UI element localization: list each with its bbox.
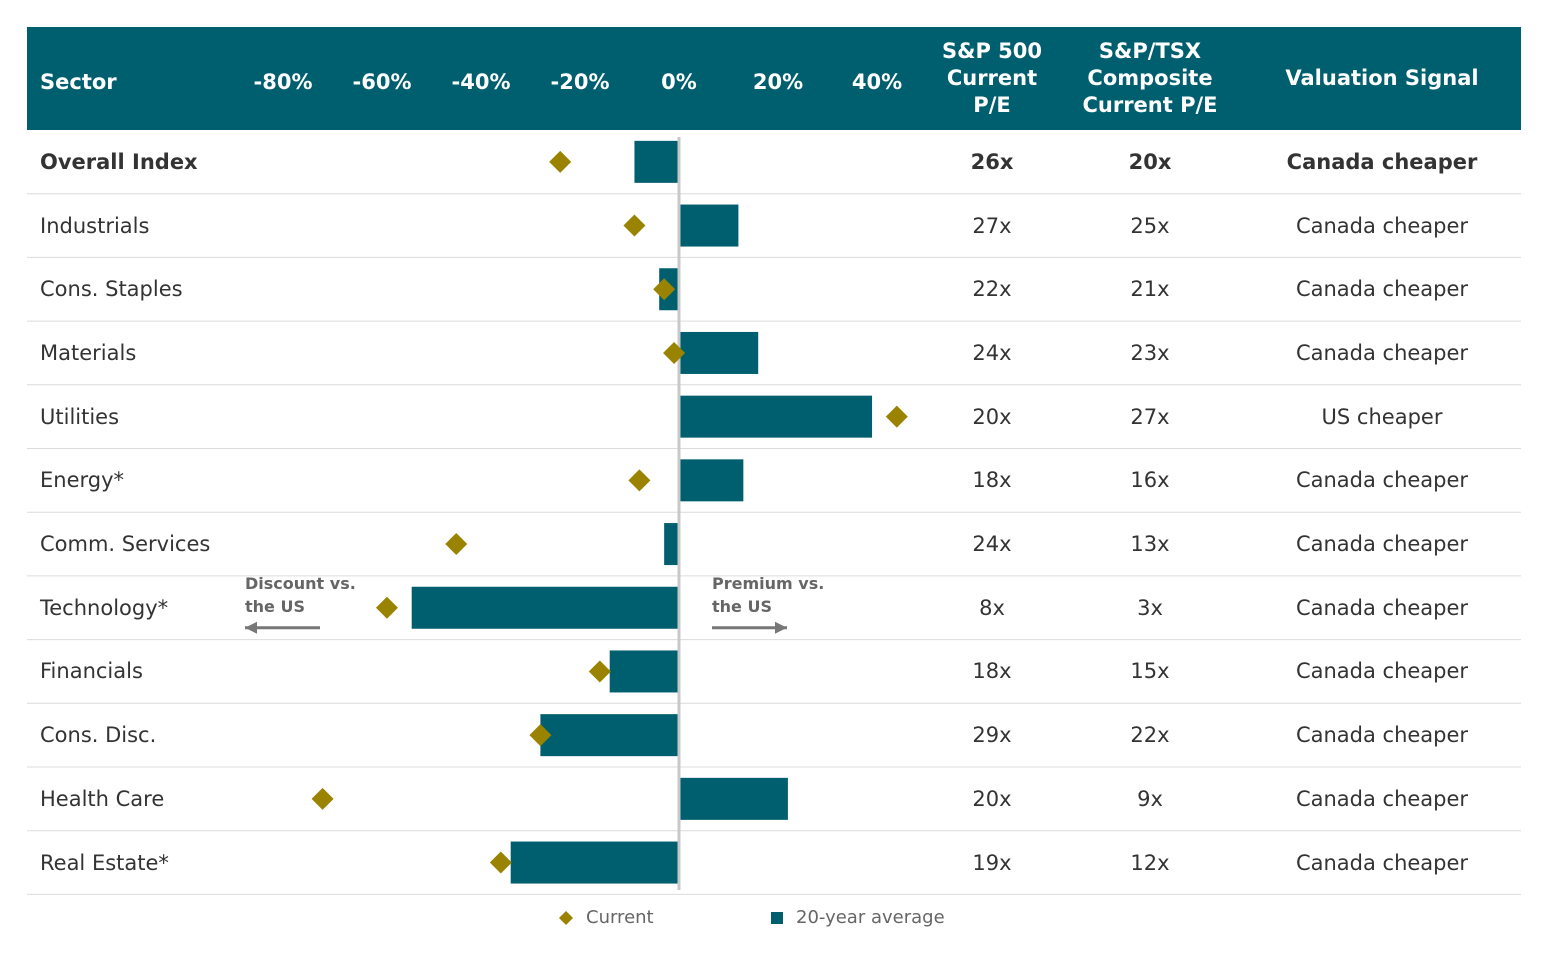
sp500-pe: 24x bbox=[972, 340, 1012, 365]
bar bbox=[679, 395, 873, 438]
sector-label: Comm. Services bbox=[40, 532, 211, 557]
sector-label: Materials bbox=[40, 340, 137, 365]
bar bbox=[664, 523, 679, 566]
sector-label: Utilities bbox=[40, 404, 120, 429]
bar bbox=[609, 650, 679, 693]
diamond bbox=[663, 341, 686, 364]
valuation-signal: Canada cheaper bbox=[1295, 850, 1469, 875]
sp500-pe: 27x bbox=[972, 213, 1012, 238]
bar bbox=[679, 331, 759, 374]
tsx-pe: 3x bbox=[1137, 595, 1163, 620]
diamond bbox=[311, 787, 334, 810]
x-tick-label: -40% bbox=[451, 70, 511, 94]
sp500-pe: 18x bbox=[972, 659, 1012, 684]
sector-label: Overall Index bbox=[40, 149, 198, 174]
sector-label: Industrials bbox=[40, 213, 150, 238]
annotation: Premium vs. the US bbox=[712, 573, 825, 616]
header-tsx: S&P/TSX Composite Current P/E bbox=[1082, 39, 1218, 117]
tsx-pe: 22x bbox=[1130, 723, 1170, 748]
header-sector: Sector bbox=[40, 70, 117, 94]
valuation-signal: Canada cheaper bbox=[1295, 595, 1469, 620]
bar bbox=[634, 140, 679, 183]
sector-label: Financials bbox=[40, 659, 143, 684]
valuation-signal: Canada cheaper bbox=[1295, 723, 1469, 748]
bar bbox=[411, 586, 679, 629]
valuation-signal: Canada cheaper bbox=[1295, 468, 1469, 493]
sp500-pe: 22x bbox=[972, 277, 1012, 302]
tsx-pe: 12x bbox=[1130, 850, 1170, 875]
sp500-pe: 19x bbox=[972, 850, 1012, 875]
diamond bbox=[529, 724, 552, 747]
tsx-pe: 27x bbox=[1130, 404, 1170, 429]
sp500-pe: 24x bbox=[972, 532, 1012, 557]
valuation-signal: US cheaper bbox=[1321, 404, 1443, 429]
valuation-signal: Canada cheaper bbox=[1286, 149, 1478, 174]
annotation: Discount vs. the US bbox=[245, 573, 356, 616]
valuation-signal: Canada cheaper bbox=[1295, 659, 1469, 684]
sector-label: Technology* bbox=[40, 595, 169, 620]
valuation-signal: Canada cheaper bbox=[1295, 277, 1469, 302]
sector-label: Cons. Staples bbox=[40, 277, 183, 302]
x-tick-label: 0% bbox=[661, 70, 697, 94]
legend-marker bbox=[559, 911, 573, 925]
diamond bbox=[445, 533, 468, 556]
valuation-signal: Canada cheaper bbox=[1295, 340, 1469, 365]
diamond bbox=[375, 596, 398, 619]
sector-label: Cons. Disc. bbox=[40, 723, 157, 748]
x-tick-label: -80% bbox=[253, 70, 313, 94]
header-sp500: S&P 500 Current P/E bbox=[942, 39, 1042, 117]
tsx-pe: 13x bbox=[1130, 532, 1170, 557]
sp500-pe: 20x bbox=[972, 786, 1012, 811]
bar bbox=[510, 841, 679, 884]
tsx-pe: 16x bbox=[1130, 468, 1170, 493]
tsx-pe: 9x bbox=[1137, 786, 1163, 811]
tsx-pe: 23x bbox=[1130, 340, 1170, 365]
valuation-signal: Canada cheaper bbox=[1295, 532, 1469, 557]
x-tick-label: 20% bbox=[752, 70, 804, 94]
arrow-head bbox=[775, 621, 787, 634]
sp500-pe: 29x bbox=[972, 723, 1012, 748]
valuation-signal: Canada cheaper bbox=[1295, 786, 1469, 811]
x-tick-label: 40% bbox=[851, 70, 903, 94]
x-tick-label: -60% bbox=[352, 70, 412, 94]
legend-label: Current bbox=[586, 907, 654, 928]
tsx-pe: 21x bbox=[1130, 277, 1170, 302]
header-signal: Valuation Signal bbox=[1285, 66, 1479, 90]
sector-label: Health Care bbox=[40, 786, 165, 811]
tsx-pe: 20x bbox=[1128, 149, 1172, 174]
tsx-pe: 15x bbox=[1130, 659, 1170, 684]
sector-label: Energy* bbox=[40, 468, 125, 493]
bar bbox=[679, 777, 788, 820]
header-band bbox=[27, 27, 1521, 130]
diamond bbox=[628, 469, 651, 492]
arrow-head bbox=[245, 621, 257, 634]
diamond bbox=[588, 660, 611, 683]
diamond bbox=[549, 150, 572, 173]
bar bbox=[540, 714, 679, 757]
diamond bbox=[489, 851, 512, 874]
diamond bbox=[623, 214, 646, 237]
diamond bbox=[653, 278, 676, 301]
x-tick-label: -20% bbox=[550, 70, 610, 94]
bar bbox=[679, 459, 744, 502]
sp500-pe: 18x bbox=[972, 468, 1012, 493]
bar bbox=[679, 204, 739, 247]
sector-label: Real Estate* bbox=[40, 850, 169, 875]
valuation-signal: Canada cheaper bbox=[1295, 213, 1469, 238]
legend-label: 20-year average bbox=[796, 907, 945, 928]
tsx-pe: 25x bbox=[1130, 213, 1170, 238]
diamond bbox=[885, 405, 908, 428]
sp500-pe: 26x bbox=[970, 149, 1014, 174]
sp500-pe: 8x bbox=[979, 595, 1005, 620]
legend-marker bbox=[771, 912, 783, 924]
sp500-pe: 20x bbox=[972, 404, 1012, 429]
